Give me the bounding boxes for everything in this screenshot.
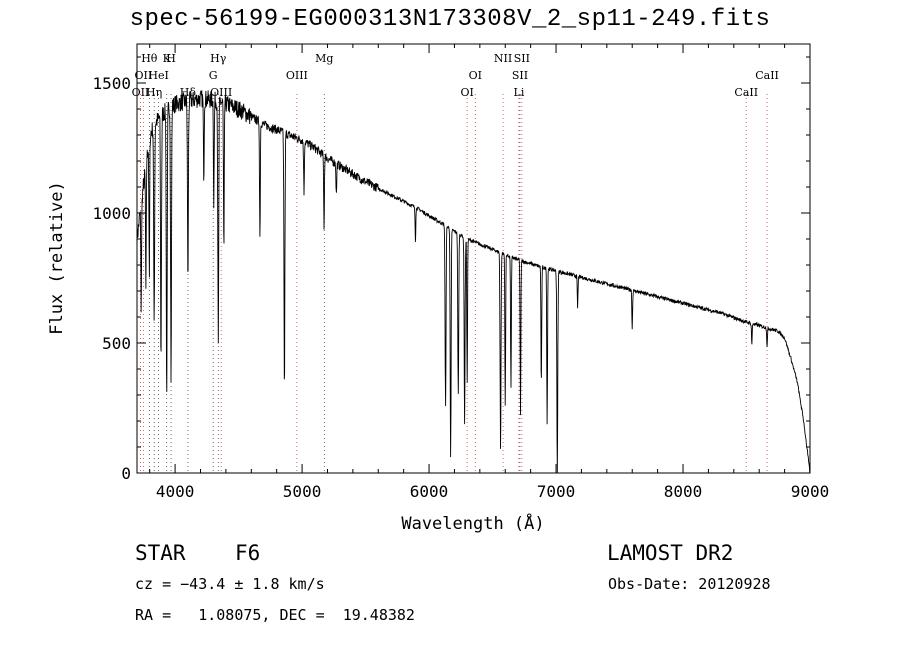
- x-axis-label: Wavelength (Å): [401, 512, 544, 534]
- line-marker-label: Mg: [315, 52, 333, 65]
- y-axis-label: Flux (relative): [47, 181, 67, 335]
- line-marker-label: Li: [514, 86, 525, 99]
- line-marker-label: K: [163, 52, 172, 65]
- line-marker-label: G: [209, 69, 218, 82]
- line-marker-label: OIII: [210, 86, 232, 99]
- line-marker-label: HeI: [148, 69, 168, 82]
- line-marker-label: OIII: [286, 69, 308, 82]
- line-marker-label: H: [166, 52, 176, 65]
- y-tick-label: 1000: [92, 204, 131, 223]
- spectrum-series: [136, 90, 811, 474]
- line-marker-label: OII: [134, 69, 152, 82]
- y-axis: 0 500 1000 1500: [92, 56, 810, 483]
- line-markers: OIIOIIHθHηHeIKHHδGHγOIIIOIIIMgOIOINIILiS…: [132, 52, 779, 473]
- y-tick-label: 0: [121, 464, 131, 483]
- line-marker-label: CaII: [734, 86, 758, 99]
- line-marker-label: OII: [132, 86, 150, 99]
- chart-title: spec-56199-EG000313N173308V_2_sp11-249.f…: [129, 6, 771, 33]
- line-marker-label: Hγ: [210, 52, 227, 65]
- obs-date: Obs-Date: 20120928: [608, 575, 771, 593]
- plot-frame: [136, 43, 811, 474]
- line-marker-label: Hθ: [141, 52, 158, 65]
- x-tick-label: 8000: [664, 482, 703, 501]
- x-tick-label: 9000: [791, 482, 830, 501]
- line-marker-label: Hη: [146, 86, 162, 99]
- x-tick-label: 7000: [537, 482, 576, 501]
- spectrum-line: [136, 90, 811, 474]
- x-tick-label: 5000: [283, 482, 322, 501]
- x-tick-label: 4000: [156, 482, 195, 501]
- redshift-cz: cz = −43.4 ± 1.8 km/s: [135, 575, 325, 593]
- line-marker-label: NII: [494, 52, 512, 65]
- line-marker-label: OI: [460, 86, 473, 99]
- line-marker-label: SII: [512, 69, 528, 82]
- line-marker-label: SII: [514, 52, 530, 65]
- survey-label: LAMOST DR2: [607, 541, 734, 565]
- line-marker-label: OI: [469, 69, 482, 82]
- y-tick-label: 500: [102, 334, 131, 353]
- line-marker-label: CaII: [755, 69, 779, 82]
- coordinates: RA = 1.08075, DEC = 19.48382: [135, 606, 415, 624]
- x-axis: 4000 5000 6000 7000 8000 9000: [149, 44, 830, 501]
- x-tick-label: 6000: [410, 482, 449, 501]
- y-tick-label: 1500: [92, 74, 131, 93]
- object-subclass: F6: [235, 541, 261, 565]
- object-class: STAR: [135, 541, 186, 565]
